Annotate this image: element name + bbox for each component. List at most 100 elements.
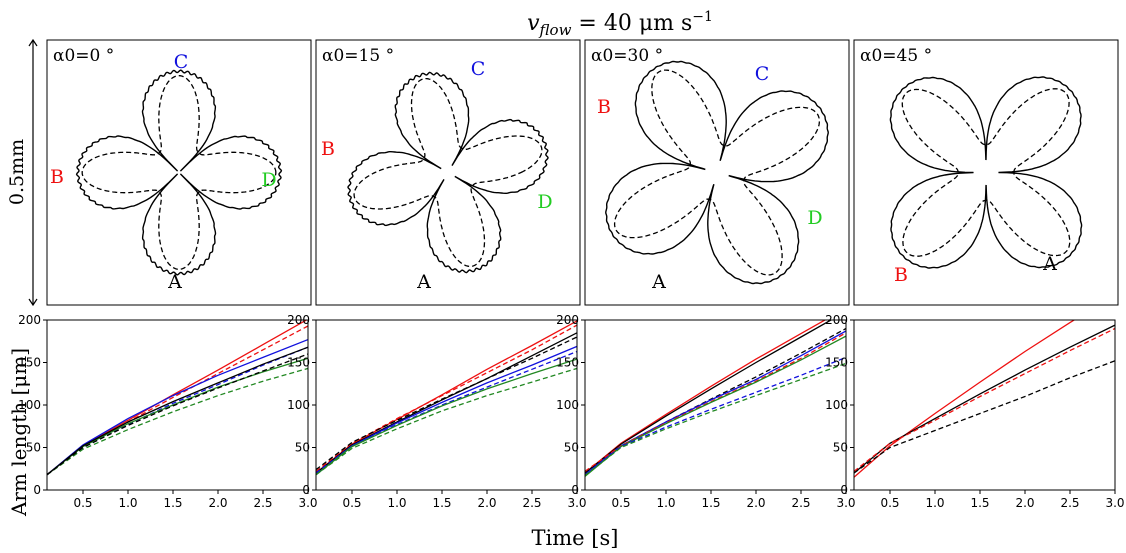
y-tick-label: 200 xyxy=(825,313,848,327)
arm-label-A: A xyxy=(167,271,182,293)
y-tick-label: 150 xyxy=(287,356,310,370)
plot-frame xyxy=(853,319,1116,491)
envelope-outline xyxy=(901,88,1071,257)
series-line-3 xyxy=(316,332,577,474)
series-line-6 xyxy=(585,335,846,477)
x-tick-label: 3.0 xyxy=(567,496,586,510)
arm-label-B: B xyxy=(894,264,908,286)
series-line-1 xyxy=(316,320,577,474)
x-tick-label: 2.0 xyxy=(208,496,227,510)
x-tick-label: 2.0 xyxy=(477,496,496,510)
arm-label-B: B xyxy=(321,138,335,160)
y-tick-label: 50 xyxy=(833,441,848,455)
panel-frame xyxy=(584,39,850,306)
arm-label-D: D xyxy=(261,169,276,191)
x-tick-label: 1.5 xyxy=(163,496,182,510)
y-tick-label: 0 xyxy=(33,483,41,497)
series-line-7 xyxy=(585,356,846,476)
y-tick-label: 200 xyxy=(556,313,579,327)
angle-label: α0=15 ° xyxy=(322,46,394,66)
x-tick-label: 0.5 xyxy=(880,496,899,510)
arm-length-chart-4: 0 50 100 150 200 0.5 1.0 1.5 2.0 2.5 3.0 xyxy=(825,313,1124,510)
series-line-4 xyxy=(47,346,308,476)
y-tick-label: 100 xyxy=(825,398,848,412)
series-line-2 xyxy=(47,325,308,476)
morphology-panel-1: α0=0 ° A B C D xyxy=(46,39,312,306)
y-tick-label: 50 xyxy=(26,441,41,455)
x-tick-label: 2.5 xyxy=(791,496,810,510)
y-tick-label: 0 xyxy=(571,483,579,497)
scale-bar: 0.5mm xyxy=(6,38,38,307)
y-tick-label: 200 xyxy=(287,313,310,327)
series-line-8 xyxy=(585,362,846,477)
y-tick-label: 100 xyxy=(287,398,310,412)
panel-frame xyxy=(853,39,1119,306)
x-tick-label: 1.5 xyxy=(701,496,720,510)
arm-label-B: B xyxy=(50,166,64,188)
y-tick-label: 50 xyxy=(564,441,579,455)
series-line-1 xyxy=(585,320,827,474)
crystal-outline xyxy=(889,76,1083,269)
series-line-3 xyxy=(854,327,1115,472)
series-line-5 xyxy=(585,332,846,472)
series-line-2 xyxy=(854,324,1115,474)
series-line-8 xyxy=(316,367,577,476)
y-tick-label: 0 xyxy=(302,483,310,497)
arm-label-D: D xyxy=(537,191,552,213)
x-tick-label: 2.0 xyxy=(1015,496,1034,510)
x-tick-label: 2.5 xyxy=(522,496,541,510)
crystal-outline xyxy=(605,60,829,285)
y-tick-label: 200 xyxy=(18,313,41,327)
figure-title: vflow = 40 μm s−1 xyxy=(527,9,713,39)
envelope-outline xyxy=(353,77,543,268)
crystal-outline xyxy=(347,71,549,274)
plot-frame xyxy=(315,319,578,491)
x-tick-label: 1.0 xyxy=(118,496,137,510)
arm-label-C: C xyxy=(174,51,189,73)
series-line-5 xyxy=(47,357,308,476)
x-tick-label: 3.0 xyxy=(298,496,317,510)
x-tick-label: 0.5 xyxy=(342,496,361,510)
x-tick-label: 0.5 xyxy=(73,496,92,510)
series-line-4 xyxy=(585,330,846,476)
x-tick-label: 1.0 xyxy=(387,496,406,510)
y-tick-label: 100 xyxy=(18,398,41,412)
envelope-outline xyxy=(81,75,277,270)
series-line-2 xyxy=(585,320,833,474)
y-tick-label: 0 xyxy=(840,483,848,497)
x-tick-label: 1.5 xyxy=(970,496,989,510)
arm-label-D: D xyxy=(807,207,822,229)
envelope-outline xyxy=(613,69,821,276)
y-tick-label: 150 xyxy=(556,356,579,370)
angle-label: α0=45 ° xyxy=(860,46,932,66)
morphology-panel-2: α0=15 ° A B C D xyxy=(315,39,581,306)
x-tick-label: 2.5 xyxy=(1060,496,1079,510)
arm-label-C: C xyxy=(471,58,486,80)
x-tick-label: 3.0 xyxy=(836,496,855,510)
series-line-7 xyxy=(316,358,577,476)
series-line-5 xyxy=(316,345,577,476)
y-tick-label: 100 xyxy=(556,398,579,412)
x-tick-label: 1.0 xyxy=(656,496,675,510)
morphology-panels: α0=0 ° A B C Dα0=15 ° A B C Dα0=30 ° A B C Dα0=45 ° A… xyxy=(46,39,1119,306)
x-tick-label: 0.5 xyxy=(611,496,630,510)
panel-frame xyxy=(46,39,312,306)
angle-label: α0=30 ° xyxy=(591,46,663,66)
morphology-panel-3: α0=30 ° A B C D xyxy=(584,39,850,306)
y-tick-label: 150 xyxy=(825,356,848,370)
series-line-1 xyxy=(47,320,308,476)
series-line-6 xyxy=(316,350,577,474)
arm-label-A: A xyxy=(651,271,666,293)
arm-length-chart-3: 0 50 100 150 200 0.5 1.0 1.5 2.0 2.5 3.0 xyxy=(556,313,855,510)
x-tick-label: 1.5 xyxy=(432,496,451,510)
x-tick-label: 2.0 xyxy=(746,496,765,510)
morphology-panel-4: α0=45 ° A B xyxy=(853,39,1119,306)
y-tick-label: 150 xyxy=(18,356,41,370)
series-line-4 xyxy=(316,336,577,471)
series-line-7 xyxy=(47,346,308,476)
arm-length-chart-2: 0 50 100 150 200 0.5 1.0 1.5 2.0 2.5 3.0 xyxy=(287,313,586,510)
arm-label-A: A xyxy=(416,271,431,293)
plot-frame xyxy=(46,319,309,491)
arm-length-chart-1: 0 50 100 150 200 0.5 1.0 1.5 2.0 2.5 3.0 xyxy=(18,313,317,510)
